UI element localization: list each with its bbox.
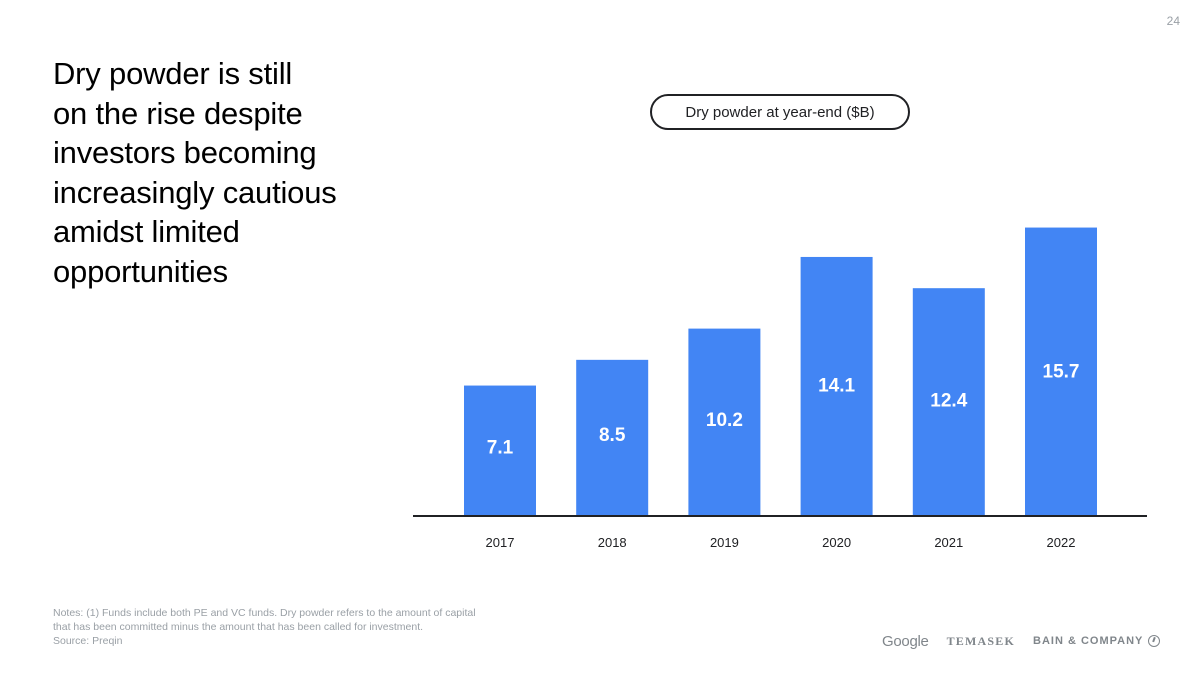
source-line: Source: Preqin (53, 635, 123, 647)
x-tick-2018: 2018 (598, 535, 627, 550)
bain-logo-text: BAIN & COMPANY (1033, 635, 1144, 647)
footnotes: Notes: (1) Funds include both PE and VC … (53, 606, 553, 648)
legend-label: Dry powder at year-end ($B) (685, 103, 875, 121)
data-label-2022: 15.7 (1043, 362, 1080, 383)
data-label-2020: 14.1 (818, 376, 855, 397)
bar-2022 (1025, 227, 1097, 516)
bar-2020 (800, 256, 873, 516)
data-label-2017: 7.1 (487, 437, 514, 458)
x-tick-2020: 2020 (822, 535, 851, 550)
google-logo: Google (882, 632, 929, 650)
chart-legend-pill: Dry powder at year-end ($B) (650, 94, 910, 130)
data-label-2021: 12.4 (930, 391, 967, 412)
data-label-2018: 8.5 (599, 425, 626, 446)
note-line-2: that has been committed minus the amount… (53, 621, 424, 633)
bain-mark-icon (1148, 635, 1161, 647)
note-line-1: Notes: (1) Funds include both PE and VC … (53, 607, 476, 619)
temasek-logo: TEMASEK (946, 633, 1015, 648)
page-number: 24 (1166, 14, 1180, 28)
bar-2019 (688, 328, 761, 516)
bar-2018 (576, 359, 649, 516)
x-tick-2021: 2021 (934, 535, 963, 550)
bar-2021 (912, 288, 985, 516)
slide-headline: Dry powder is still on the rise despite … (53, 56, 337, 289)
bar-2017 (464, 385, 536, 516)
data-label-2019: 10.2 (706, 410, 743, 431)
x-tick-2017: 2017 (486, 535, 515, 550)
x-tick-2022: 2022 (1047, 535, 1076, 550)
bain-logo: BAIN & COMPANY (1033, 635, 1161, 647)
partner-logos: Google TEMASEK BAIN & COMPANY (882, 630, 1161, 652)
x-tick-2019: 2019 (710, 535, 739, 550)
